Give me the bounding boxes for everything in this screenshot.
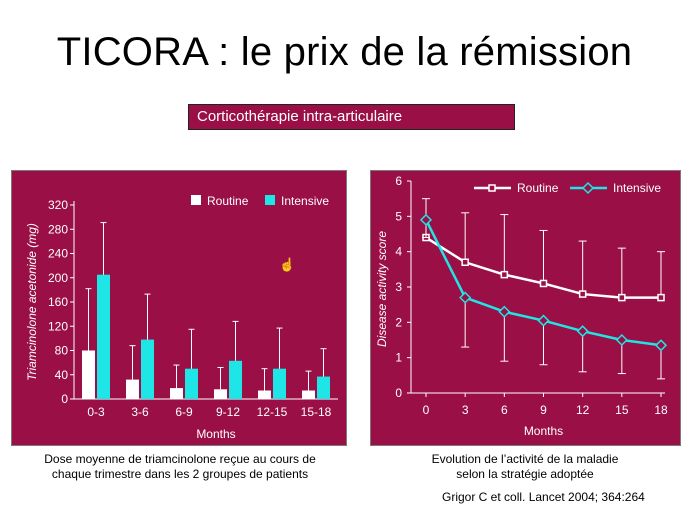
bar-routine bbox=[302, 390, 315, 399]
line-chart-panel: 0 1 2 3 4 5 6 Disease activity score 0 3 6 9 12 15 18 M… bbox=[370, 170, 681, 446]
point-intensive bbox=[419, 213, 433, 226]
y-tick-label: 280 bbox=[48, 222, 68, 236]
x-tick-label: 3-6 bbox=[131, 405, 149, 419]
caption-left-line2: chaque trimestre dans les 2 groupes de p… bbox=[51, 467, 309, 481]
bar-routine bbox=[82, 350, 95, 399]
x-tick-label: 0 bbox=[423, 403, 430, 417]
y-tick-label: 40 bbox=[55, 368, 69, 382]
point-routine bbox=[461, 258, 469, 267]
legend-swatch-intensive bbox=[265, 195, 275, 205]
point-routine bbox=[657, 293, 665, 302]
legend-label-routine: Routine bbox=[517, 181, 559, 195]
y-tick-label: 320 bbox=[48, 198, 68, 212]
y-tick-label: 0 bbox=[61, 392, 68, 406]
bar-intensive bbox=[97, 274, 110, 399]
x-axis-label: Months bbox=[524, 424, 563, 438]
y-tick-label: 4 bbox=[395, 245, 402, 259]
point-routine bbox=[578, 290, 587, 298]
legend-label-intensive: Intensive bbox=[613, 181, 661, 195]
y-tick-label: 80 bbox=[55, 344, 69, 358]
x-tick-label: 15-18 bbox=[301, 405, 332, 419]
y-tick-label: 160 bbox=[48, 295, 68, 309]
bar-routine bbox=[214, 389, 227, 399]
x-tick-label: 3 bbox=[462, 403, 469, 417]
legend-marker-intensive bbox=[581, 181, 595, 195]
x-tick-label: 15 bbox=[615, 403, 629, 417]
point-routine bbox=[500, 270, 509, 279]
x-tick-label: 9 bbox=[540, 403, 547, 417]
bar-intensive bbox=[273, 368, 286, 399]
bar-chart: 0 40 80 120 160 200 240 280 320 Triamcinolone ace… bbox=[25, 194, 338, 441]
y-axis-label: Disease activity score bbox=[375, 231, 389, 347]
caption-right: Evolution de l’activité de la maladie se… bbox=[395, 452, 655, 482]
y-tick-label: 5 bbox=[395, 209, 402, 223]
bar-routine bbox=[258, 390, 271, 399]
bar-intensive bbox=[317, 376, 330, 399]
caption-left-line1: Dose moyenne de triamcinolone reçue au c… bbox=[44, 452, 316, 466]
point-intensive bbox=[576, 325, 589, 338]
bar-intensive bbox=[229, 360, 242, 399]
bar-chart-panel: 0 40 80 120 160 200 240 280 320 Triamcinolone ace… bbox=[11, 170, 347, 446]
y-tick-label: 2 bbox=[395, 315, 402, 329]
caption-left: Dose moyenne de triamcinolone reçue au c… bbox=[20, 452, 340, 482]
bar-intensive bbox=[141, 339, 154, 399]
subtitle-box: Corticothérapie intra-articulaire bbox=[188, 104, 515, 130]
point-routine bbox=[618, 293, 626, 302]
x-axis-label: Months bbox=[196, 427, 235, 441]
legend-label-intensive: Intensive bbox=[281, 194, 329, 208]
y-tick-label: 0 bbox=[395, 386, 402, 400]
y-tick-label: 240 bbox=[48, 247, 68, 261]
y-tick-label: 1 bbox=[395, 351, 402, 365]
point-intensive bbox=[537, 314, 550, 327]
x-tick-label: 18 bbox=[654, 403, 668, 417]
x-tick-label: 12 bbox=[576, 403, 590, 417]
x-tick-label: 9-12 bbox=[216, 405, 240, 419]
point-intensive bbox=[615, 333, 628, 347]
y-tick-label: 200 bbox=[48, 271, 68, 285]
x-tick-label: 0-3 bbox=[87, 405, 105, 419]
caption-right-line1: Evolution de l’activité de la maladie bbox=[431, 452, 619, 466]
y-tick-label: 3 bbox=[395, 280, 402, 294]
y-tick-label: 6 bbox=[395, 174, 402, 188]
y-axis-label: Triamcinolone acetonide (mg) bbox=[25, 223, 39, 381]
x-tick-label: 6 bbox=[501, 403, 508, 417]
point-routine bbox=[539, 279, 548, 288]
x-tick-label: 12-15 bbox=[257, 405, 288, 419]
point-intensive bbox=[498, 305, 511, 318]
caption-right-line2: selon la stratégie adoptée bbox=[456, 467, 594, 481]
point-intensive bbox=[459, 291, 472, 304]
y-tick-label: 120 bbox=[48, 319, 68, 333]
legend-label-routine: Routine bbox=[207, 194, 249, 208]
slide-title: TICORA : le prix de la rémission bbox=[56, 30, 633, 74]
bar-routine bbox=[170, 388, 183, 399]
x-tick-label: 6-9 bbox=[175, 405, 193, 419]
legend-swatch-routine bbox=[191, 195, 201, 205]
reference: Grigor C et coll. Lancet 2004; 364:264 bbox=[442, 490, 645, 504]
bar-intensive bbox=[185, 368, 198, 399]
legend-marker-routine bbox=[488, 184, 496, 192]
bar-routine bbox=[126, 379, 139, 399]
hand-pointer-icon: ☝ bbox=[279, 257, 296, 272]
point-intensive bbox=[654, 339, 668, 352]
